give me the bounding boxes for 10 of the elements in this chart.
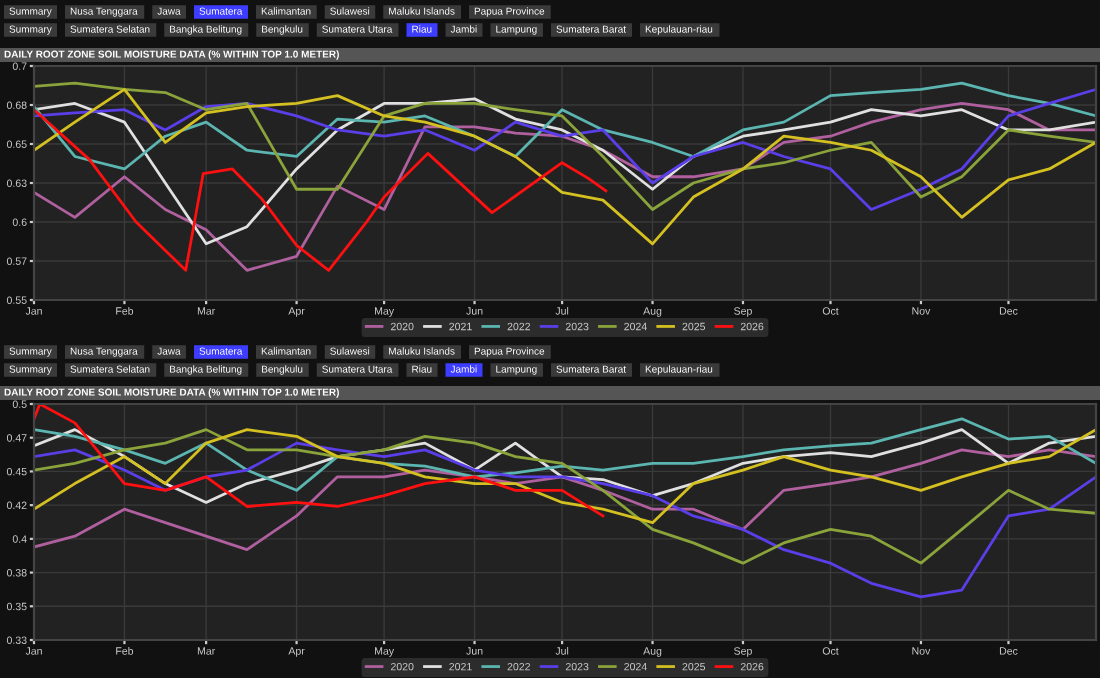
line-series	[34, 428, 1096, 504]
line-series	[34, 441, 1096, 599]
line-series	[34, 428, 1096, 565]
line-series	[34, 448, 1096, 552]
line-series	[34, 108, 608, 272]
line-series	[34, 81, 1096, 171]
line-series	[34, 102, 1096, 272]
line-series	[34, 428, 1096, 525]
line-series	[34, 417, 1096, 492]
line-series	[34, 404, 605, 518]
